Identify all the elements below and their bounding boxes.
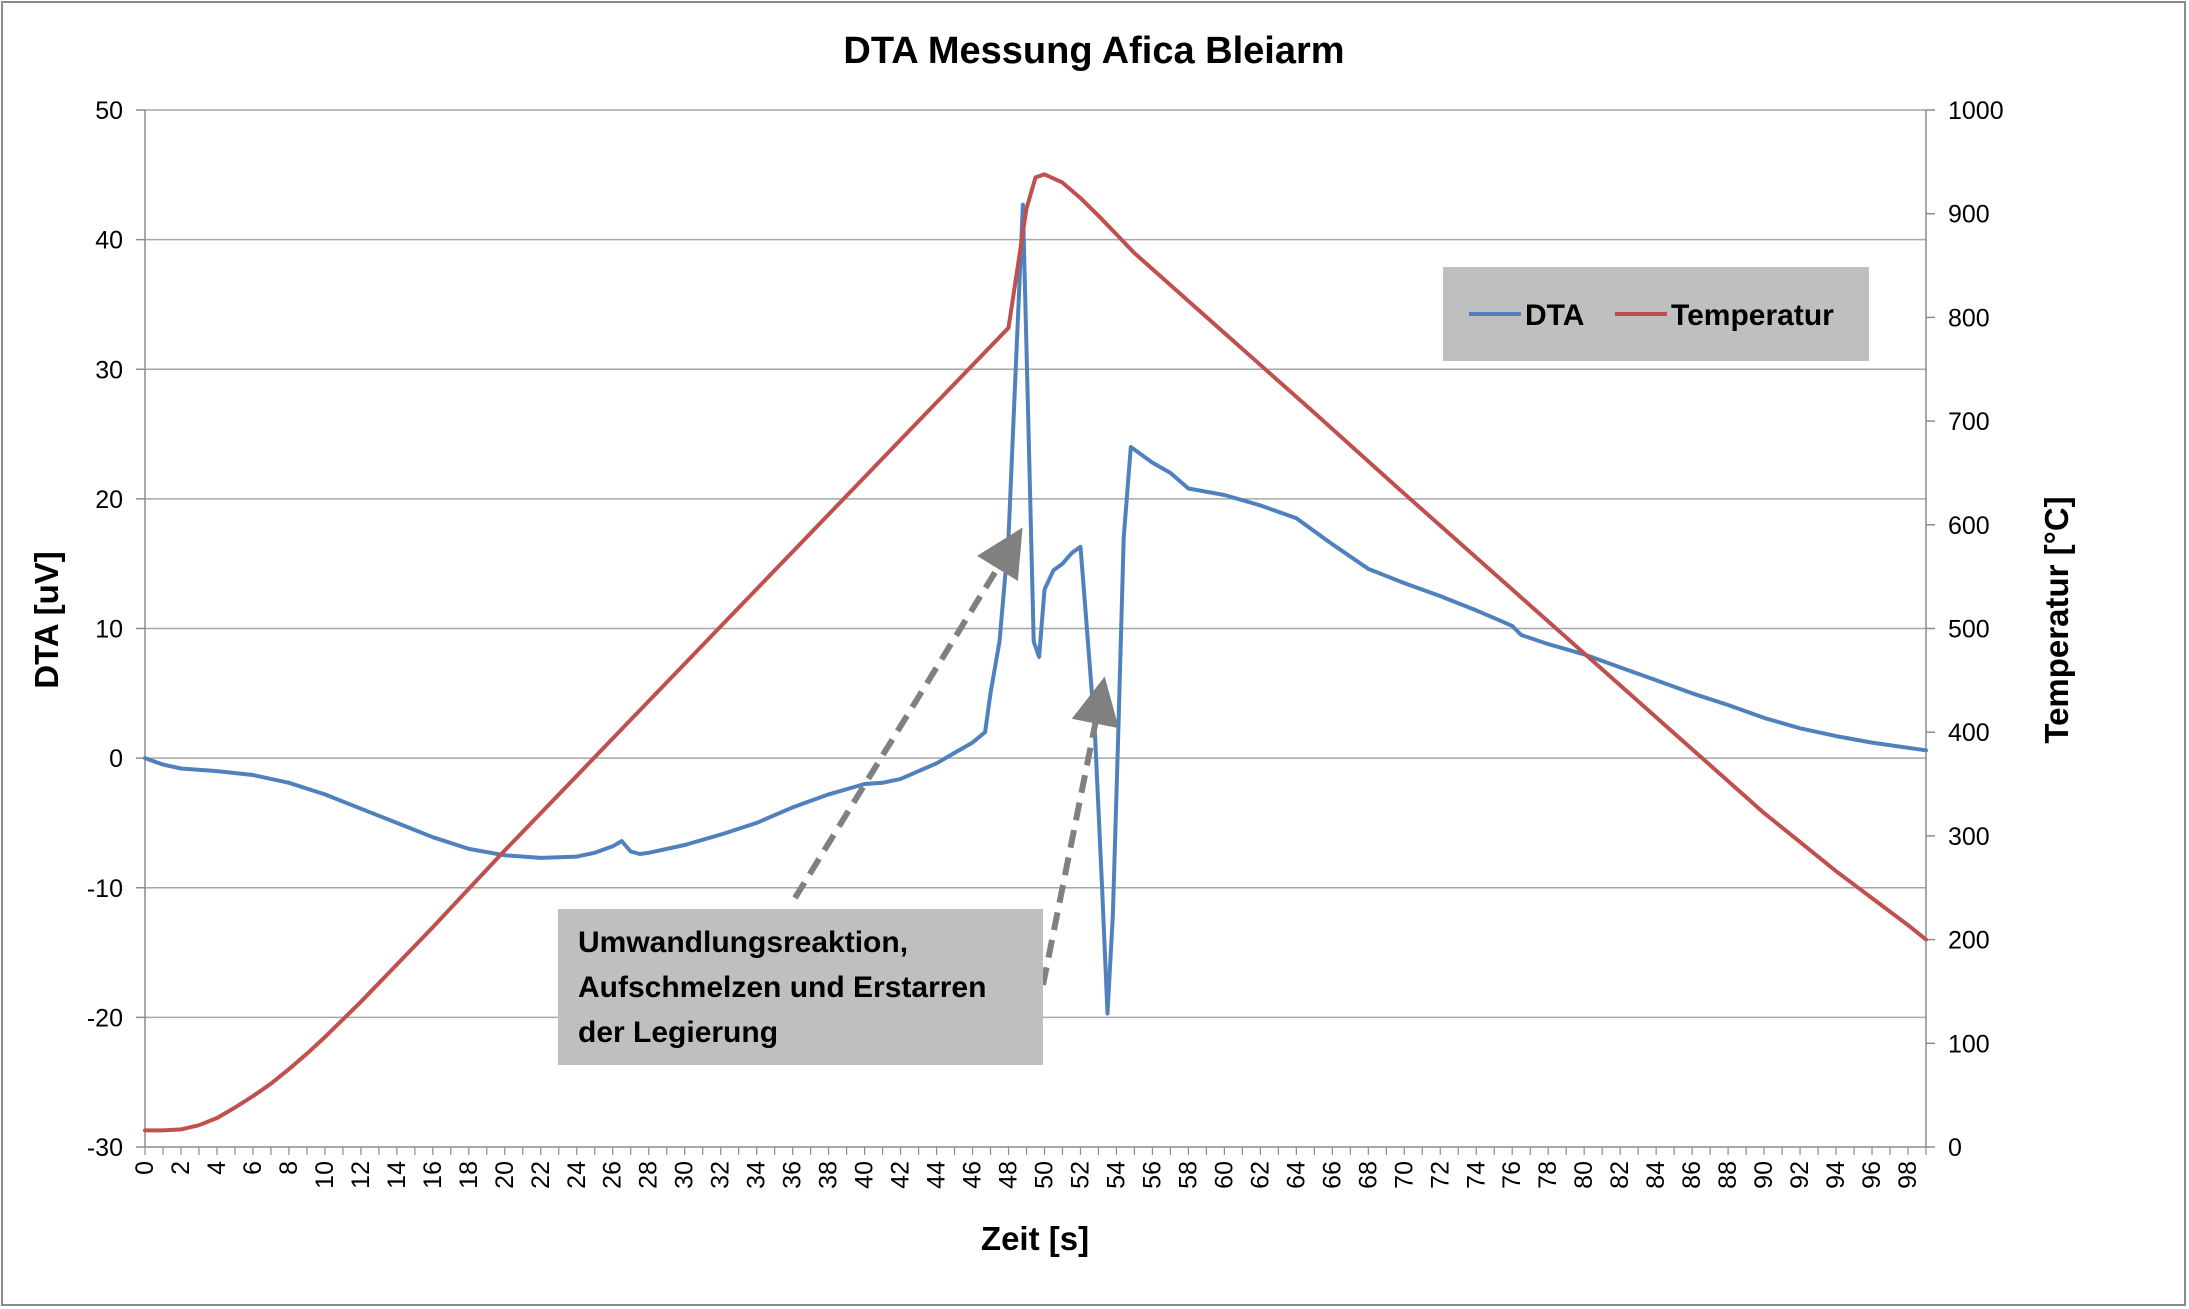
y2-tick-label: 700: [1948, 408, 1990, 436]
x-tick-label: 76: [1498, 1161, 1526, 1189]
y-tick-label: 10: [95, 616, 123, 644]
x-tick-label: 50: [1030, 1161, 1058, 1189]
x-tick-label: 66: [1318, 1161, 1346, 1189]
annotation-line-3: der Legierung: [578, 1016, 778, 1049]
y-tick-label: -20: [87, 1004, 123, 1032]
x-tick-label: 58: [1174, 1161, 1202, 1189]
y2-tick-label: 600: [1948, 512, 1990, 540]
x-tick-label: 10: [311, 1161, 339, 1189]
x-tick-label: 72: [1426, 1161, 1454, 1189]
y2-tick-label: 200: [1948, 927, 1990, 955]
y2-axis-title: Temperatur [°C]: [2038, 496, 2075, 743]
series-line-dta: [143, 202, 1928, 1016]
annotation-arrow-1: [792, 527, 1023, 900]
x-tick-label: 2: [167, 1161, 195, 1175]
x-tick-label: 26: [599, 1161, 627, 1189]
axes: [136, 109, 1935, 1155]
x-tick-label: 54: [1102, 1161, 1130, 1189]
x-tick-label: 16: [419, 1161, 447, 1189]
annotation-box: [558, 909, 1043, 1065]
x-tick-labels: 0 2 4 6 8 10 12 14 16 18 20 22 24 26 28 30 32 34 36 38 40 42 4…: [131, 1161, 1922, 1189]
y-tick-label: -30: [87, 1134, 123, 1162]
y2-tick-label: 900: [1948, 201, 1990, 229]
annotation-line-2: Aufschmelzen und Erstarren: [578, 971, 986, 1004]
x-tick-label: 68: [1354, 1161, 1382, 1189]
x-tick-label: 40: [851, 1161, 879, 1189]
x-tick-label: 64: [1282, 1161, 1310, 1189]
y-tick-label: -10: [87, 875, 123, 903]
annotation-line-1: Umwandlungsreaktion,: [578, 926, 908, 959]
x-tick-label: 42: [887, 1161, 915, 1189]
x-tick-label: 74: [1462, 1161, 1490, 1189]
legend-label-temperatur: Temperatur: [1671, 299, 1834, 332]
x-tick-label: 28: [635, 1161, 663, 1189]
x-tick-label: 82: [1606, 1161, 1634, 1189]
x-tick-label: 34: [743, 1161, 771, 1189]
x-tick-label: 92: [1786, 1161, 1814, 1189]
annotation-arrows: [792, 527, 1119, 986]
y2-tick-label: 800: [1948, 304, 1990, 332]
y2-tick-label: 1000: [1948, 97, 2004, 125]
left-tick-labels: -30 -20 -10 0 10 20 30 40 50: [87, 97, 123, 1162]
x-tick-label: 32: [707, 1161, 735, 1189]
y-tick-label: 20: [95, 486, 123, 514]
x-tick-label: 88: [1714, 1161, 1742, 1189]
x-tick-label: 0: [131, 1161, 159, 1175]
y2-tick-label: 300: [1948, 823, 1990, 851]
x-tick-label: 24: [563, 1161, 591, 1189]
y-tick-label: 30: [95, 356, 123, 384]
x-tick-label: 52: [1066, 1161, 1094, 1189]
x-tick-label: 90: [1750, 1161, 1778, 1189]
x-axis-title: Zeit [s]: [981, 1220, 1089, 1257]
x-tick-label: 62: [1246, 1161, 1274, 1189]
annotation: Umwandlungsreaktion, Aufschmelzen und Er…: [558, 909, 1043, 1065]
x-tick-label: 4: [203, 1161, 231, 1175]
y2-tick-label: 400: [1948, 719, 1990, 747]
x-tick-label: 12: [347, 1161, 375, 1189]
chart-title: DTA Messung Afica Bleiarm: [843, 30, 1344, 72]
x-tick-label: 30: [671, 1161, 699, 1189]
x-tick-label: 96: [1858, 1161, 1886, 1189]
x-tick-label: 46: [959, 1161, 987, 1189]
x-tick-label: 20: [491, 1161, 519, 1189]
legend-label-dta: DTA: [1525, 299, 1584, 332]
x-tick-label: 8: [275, 1161, 303, 1175]
x-tick-label: 48: [995, 1161, 1023, 1189]
series-line-temperatur: [143, 172, 1928, 1133]
x-tick-label: 78: [1534, 1161, 1562, 1189]
x-tick-label: 70: [1390, 1161, 1418, 1189]
y2-tick-label: 0: [1948, 1134, 1962, 1162]
x-tick-label: 22: [527, 1161, 555, 1189]
gridlines: [145, 109, 1926, 1019]
x-tick-label: 86: [1678, 1161, 1706, 1189]
x-tick-label: 6: [239, 1161, 267, 1175]
y-tick-label: 0: [109, 745, 123, 773]
x-tick-label: 38: [815, 1161, 843, 1189]
x-tick-label: 36: [779, 1161, 807, 1189]
x-tick-label: 14: [383, 1161, 411, 1189]
right-tick-labels: 0 100 200 300 400 500 600 700 800 900 1000: [1948, 97, 2004, 1162]
x-tick-label: 80: [1570, 1161, 1598, 1189]
y-axis-title: DTA [uV]: [28, 551, 65, 688]
x-tick-label: 18: [455, 1161, 483, 1189]
legend: DTA Temperatur: [1443, 267, 1869, 361]
y-tick-label: 50: [95, 97, 123, 125]
annotation-arrow-2: [1040, 676, 1119, 986]
y2-tick-label: 100: [1948, 1030, 1990, 1058]
x-tick-label: 84: [1642, 1161, 1670, 1189]
x-tick-label: 94: [1822, 1161, 1850, 1189]
x-tick-label: 44: [923, 1161, 951, 1189]
y2-tick-label: 500: [1948, 616, 1990, 644]
y-tick-label: 40: [95, 227, 123, 255]
series-lines: [143, 172, 1928, 1133]
x-tick-label: 98: [1894, 1161, 1922, 1189]
x-tick-label: 56: [1138, 1161, 1166, 1189]
x-tick-label: 60: [1210, 1161, 1238, 1189]
